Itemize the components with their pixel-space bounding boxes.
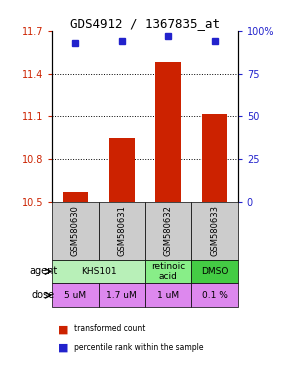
Bar [155, 62, 181, 202]
Text: 1.7 uM: 1.7 uM [106, 291, 137, 300]
Text: 0.1 %: 0.1 % [202, 291, 228, 300]
Text: GSM580632: GSM580632 [164, 205, 173, 256]
Text: GDS4912 / 1367835_at: GDS4912 / 1367835_at [70, 17, 220, 30]
Bar [109, 138, 135, 202]
Text: ■: ■ [58, 324, 68, 334]
Text: retinoic
acid: retinoic acid [151, 262, 185, 281]
Text: percentile rank within the sample: percentile rank within the sample [74, 343, 204, 352]
Text: ■: ■ [58, 343, 68, 353]
Bar [63, 192, 88, 202]
Text: GSM580630: GSM580630 [71, 205, 80, 256]
Text: KHS101: KHS101 [81, 267, 116, 276]
Text: dose: dose [32, 290, 55, 300]
Bar [202, 114, 227, 202]
Text: agent: agent [29, 266, 58, 276]
Text: GSM580633: GSM580633 [210, 205, 219, 257]
Text: transformed count: transformed count [74, 324, 145, 333]
Text: DMSO: DMSO [201, 267, 228, 276]
Text: 1 uM: 1 uM [157, 291, 179, 300]
Text: 5 uM: 5 uM [64, 291, 86, 300]
Text: GSM580631: GSM580631 [117, 205, 126, 256]
